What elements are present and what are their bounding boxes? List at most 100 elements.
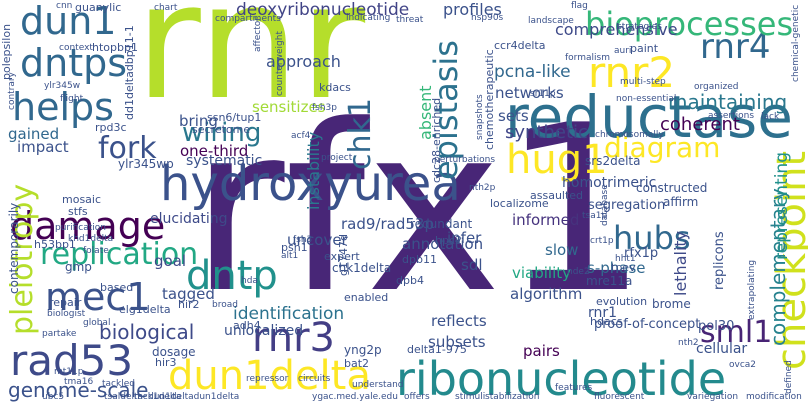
cloud-word: identification <box>233 304 345 324</box>
cloud-word: sml1 <box>700 315 773 350</box>
cloud-word: circuits <box>298 374 331 384</box>
cloud-word: mosaic <box>62 193 102 206</box>
cloud-word: enabled <box>344 291 389 304</box>
cloud-word: viability <box>512 264 572 282</box>
cloud-word: contrary <box>7 72 17 110</box>
cloud-word: tsa1p <box>582 211 608 221</box>
cloud-word: rad53 <box>10 336 134 385</box>
cloud-word: kdacs <box>319 81 351 94</box>
cloud-word: chemical-genetic <box>791 4 801 82</box>
cloud-word: secretome <box>192 123 251 136</box>
cloud-word: pol30 <box>698 319 735 334</box>
cloud-word: rfx1p <box>624 246 659 261</box>
cloud-word: redundant <box>410 217 473 231</box>
cloud-word: purification <box>55 223 106 233</box>
cloud-word: fsh3p <box>312 103 338 113</box>
cloud-word: offers <box>404 392 430 402</box>
cloud-word: lethality <box>671 230 690 296</box>
cloud-word: comprehensive <box>555 20 678 39</box>
cloud-word: dpb4 <box>396 274 424 287</box>
cloud-word: affirm <box>663 195 699 209</box>
cloud-word: sets <box>498 107 529 125</box>
cloud-word: gmp <box>65 260 92 274</box>
cloud-word: auri <box>614 46 632 56</box>
cloud-word: tackled <box>102 379 135 389</box>
cloud-word: cellular <box>696 341 748 357</box>
cloud-word: impact <box>17 138 69 156</box>
cloud-word: reflects <box>431 312 487 330</box>
cloud-word: compartments <box>215 14 281 24</box>
cloud-word: one-third <box>180 142 249 160</box>
cloud-word: hug1 <box>506 137 608 183</box>
cloud-word: rnr <box>135 0 366 135</box>
cloud-word: approach <box>266 52 341 71</box>
cloud-word: replication <box>40 237 199 272</box>
cloud-word: annotation <box>402 235 484 253</box>
cloud-word: maintaining <box>668 90 788 114</box>
cloud-word: non-essential <box>616 94 677 104</box>
cloud-word: strategies <box>617 22 662 32</box>
cloud-word: variegation <box>687 392 739 402</box>
cloud-word: deoxyribonucleotide <box>236 0 410 20</box>
cloud-word: damage <box>10 204 166 248</box>
cloud-word: assertions <box>708 111 755 121</box>
cloud-word: infer <box>447 229 482 247</box>
cloud-word: flag <box>571 1 588 11</box>
cloud-word: representing <box>772 152 792 260</box>
cloud-word: tsaldelta <box>104 392 144 402</box>
cloud-word: stfs <box>68 205 88 218</box>
cloud-word: psh1 <box>281 241 308 254</box>
cloud-word: delta1-975 <box>407 343 467 356</box>
cloud-word: elucidating <box>150 211 228 227</box>
cloud-word: rad9/rad53p <box>341 215 434 233</box>
cloud-word: hsp90s <box>471 13 504 23</box>
cloud-word: context <box>59 43 93 53</box>
cloud-word: extrapolating <box>747 259 757 320</box>
cloud-word: formalism <box>565 53 610 63</box>
cloud-word: synthetic <box>505 122 588 143</box>
cloud-word: dntp <box>186 253 278 299</box>
cloud-word: elg1delta <box>119 303 171 316</box>
cloud-word: srs2delta <box>585 154 641 168</box>
cloud-word: brome <box>652 297 691 311</box>
cloud-word: mre11a <box>586 274 633 288</box>
cloud-word: ccr4delta <box>494 39 546 52</box>
cloud-word: yng2p <box>344 343 382 357</box>
cloud-word: project <box>321 153 353 163</box>
cloud-word: rnr2 <box>588 48 676 97</box>
cloud-word: defined <box>784 360 794 394</box>
cloud-word: chart <box>154 3 178 13</box>
cloud-word: hht1 <box>615 254 636 264</box>
cloud-word: tpev <box>611 261 636 274</box>
cloud-word: slow <box>545 241 579 259</box>
cloud-word: h53bp1 <box>34 238 76 251</box>
cloud-word: fsh3 <box>293 235 313 245</box>
cloud-word: biologist <box>47 309 86 319</box>
cloud-word: mt11p <box>54 367 84 377</box>
cloud-word: hdacs <box>590 315 623 328</box>
cloud-word: lack <box>761 112 780 122</box>
cloud-word: networks <box>495 84 564 102</box>
cloud-word: ubc5 <box>42 392 65 402</box>
cloud-word: bioprocesses <box>585 5 794 43</box>
cloud-word: dpb11 <box>402 253 437 266</box>
cloud-word: guanylic <box>75 1 122 14</box>
cloud-word: evolution <box>596 295 648 308</box>
cloud-word: bat2 <box>344 357 370 370</box>
cloud-word: based <box>100 281 134 294</box>
cloud-word: diagram <box>604 131 721 164</box>
cloud-word: paint <box>630 42 659 55</box>
cloud-word: repressor <box>246 374 289 384</box>
cloud-word: ylr345w <box>44 81 81 91</box>
cloud-word: tma16 <box>64 377 94 387</box>
cloud-word: sensitizes <box>252 98 326 116</box>
cloud-word: hir2 <box>178 298 200 311</box>
cloud-word: khd1delta <box>68 234 114 244</box>
cloud-word: cdc28-enriched <box>430 97 443 183</box>
cloud-word: hubs <box>613 219 691 257</box>
cloud-word: global <box>83 318 111 328</box>
cloud-word: sdl <box>461 256 483 274</box>
cloud-word: rnr3 <box>252 315 335 361</box>
cloud-word: flight <box>60 94 84 104</box>
